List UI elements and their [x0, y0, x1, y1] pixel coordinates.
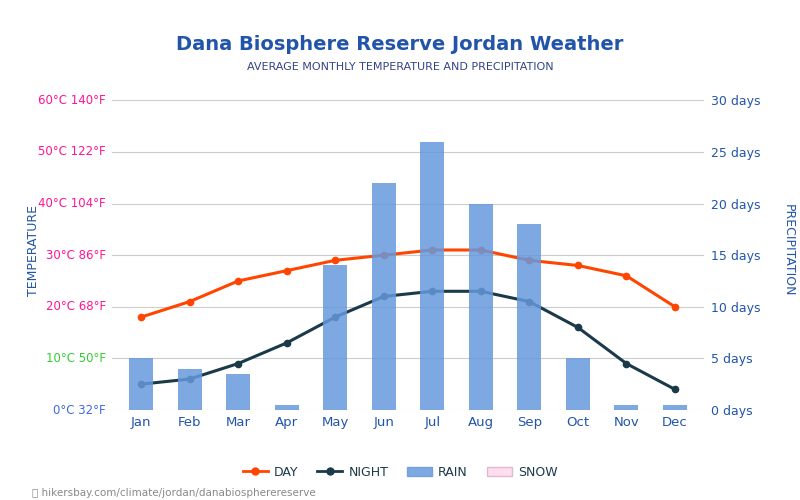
Text: 50°C 122°F: 50°C 122°F [38, 146, 106, 158]
Bar [178, 368, 202, 410]
Bar [517, 224, 542, 410]
Bar [372, 183, 396, 410]
Bar [274, 405, 299, 410]
Bar [469, 204, 493, 410]
Bar [323, 266, 347, 410]
Legend: DAY, NIGHT, RAIN, SNOW: DAY, NIGHT, RAIN, SNOW [238, 461, 562, 484]
Y-axis label: PRECIPITATION: PRECIPITATION [782, 204, 794, 296]
Text: Dana Biosphere Reserve Jordan Weather: Dana Biosphere Reserve Jordan Weather [176, 35, 624, 54]
Bar [420, 142, 444, 410]
Text:  hikersbay.com/climate/jordan/danabiospherereserve:  hikersbay.com/climate/jordan/danabiosp… [32, 488, 316, 498]
Text: 40°C 104°F: 40°C 104°F [38, 197, 106, 210]
Bar [662, 405, 687, 410]
Text: AVERAGE MONTHLY TEMPERATURE AND PRECIPITATION: AVERAGE MONTHLY TEMPERATURE AND PRECIPIT… [246, 62, 554, 72]
Bar [614, 405, 638, 410]
Text: 20°C 68°F: 20°C 68°F [46, 300, 106, 314]
Y-axis label: TEMPERATURE: TEMPERATURE [27, 204, 41, 296]
Text: 0°C 32°F: 0°C 32°F [54, 404, 106, 416]
Text: 60°C 140°F: 60°C 140°F [38, 94, 106, 107]
Bar [129, 358, 154, 410]
Text: 30°C 86°F: 30°C 86°F [46, 248, 106, 262]
Bar [226, 374, 250, 410]
Text: 10°C 50°F: 10°C 50°F [46, 352, 106, 365]
Bar [566, 358, 590, 410]
